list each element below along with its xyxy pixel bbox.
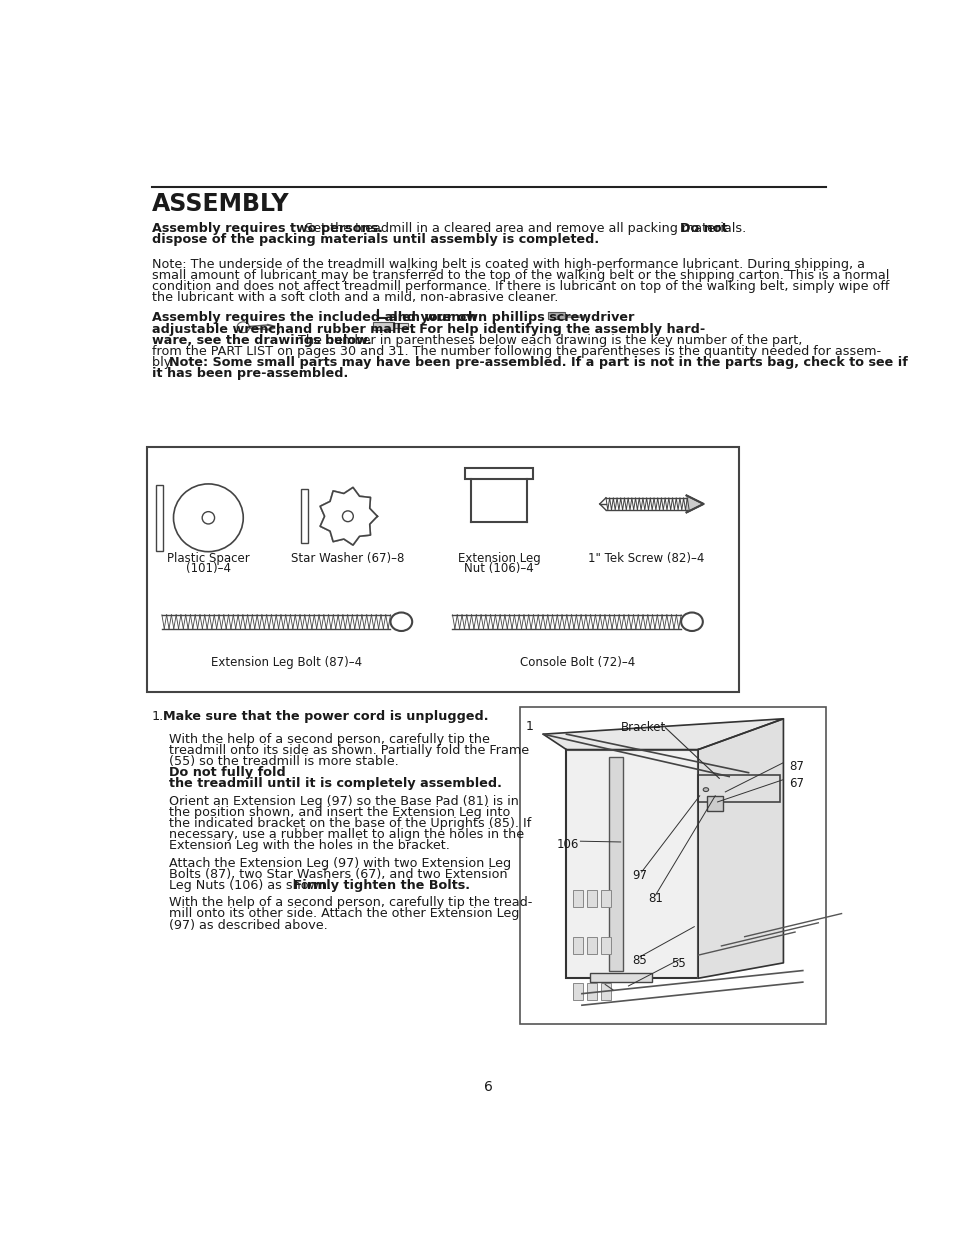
Text: , and rubber mallet: , and rubber mallet xyxy=(275,322,415,336)
Text: With the help of a second person, carefully tip the: With the help of a second person, carefu… xyxy=(169,732,489,746)
Bar xyxy=(572,983,583,1000)
Text: Do not fully fold: Do not fully fold xyxy=(169,766,285,779)
Text: the lubricant with a soft cloth and a mild, non-abrasive cleaner.: the lubricant with a soft cloth and a mi… xyxy=(152,291,558,304)
Text: 1.: 1. xyxy=(152,710,164,724)
Bar xyxy=(464,468,533,479)
Ellipse shape xyxy=(712,797,718,800)
Text: bly.: bly. xyxy=(152,356,177,369)
Bar xyxy=(608,757,622,971)
Text: . For help identifying the assembly hard-: . For help identifying the assembly hard… xyxy=(410,322,704,336)
Bar xyxy=(707,795,722,811)
Text: Assembly requires two persons.: Assembly requires two persons. xyxy=(152,222,382,235)
Text: (97) as described above.: (97) as described above. xyxy=(169,919,327,931)
Text: 106: 106 xyxy=(557,839,578,851)
Bar xyxy=(589,973,651,982)
Text: 1: 1 xyxy=(525,720,534,732)
Bar xyxy=(572,936,583,953)
Ellipse shape xyxy=(173,484,243,552)
Text: 97: 97 xyxy=(632,869,647,882)
Bar xyxy=(547,312,564,319)
Text: Make sure that the power cord is unplugged.: Make sure that the power cord is unplugg… xyxy=(163,710,488,724)
Text: ,: , xyxy=(583,311,588,325)
Bar xyxy=(599,890,611,908)
Bar xyxy=(155,485,163,551)
Text: (55) so the treadmill is more stable.: (55) so the treadmill is more stable. xyxy=(169,755,398,768)
Text: Plastic Spacer: Plastic Spacer xyxy=(167,552,250,566)
Text: dispose of the packing materials until assembly is completed.: dispose of the packing materials until a… xyxy=(152,233,598,246)
Text: (101)–4: (101)–4 xyxy=(186,562,231,574)
Bar xyxy=(147,447,739,692)
Ellipse shape xyxy=(342,511,353,521)
Ellipse shape xyxy=(702,788,708,792)
Text: Note: The underside of the treadmill walking belt is coated with high-performanc: Note: The underside of the treadmill wal… xyxy=(152,258,863,270)
Text: mill onto its other side. Attach the other Extension Leg: mill onto its other side. Attach the oth… xyxy=(169,908,518,920)
Text: Note: Some small parts may have been pre-assembled. If a part is not in the part: Note: Some small parts may have been pre… xyxy=(169,356,906,369)
Text: Set the treadmill in a cleared area and remove all packing materials.: Set the treadmill in a cleared area and … xyxy=(300,222,749,235)
Text: small amount of lubricant may be transferred to the top of the walking belt or t: small amount of lubricant may be transfe… xyxy=(152,269,888,282)
Text: Assembly requires the included allen wrench: Assembly requires the included allen wre… xyxy=(152,311,476,325)
Text: ASSEMBLY: ASSEMBLY xyxy=(152,193,289,216)
Text: from the PART LIST on pages 30 and 31. The number following the parentheses is t: from the PART LIST on pages 30 and 31. T… xyxy=(152,345,880,358)
Text: 85: 85 xyxy=(632,953,646,967)
Text: Star Washer (67)–8: Star Washer (67)–8 xyxy=(291,552,404,566)
Text: The number in parentheses below each drawing is the key number of the part,: The number in parentheses below each dra… xyxy=(294,333,801,347)
Polygon shape xyxy=(542,719,782,750)
Ellipse shape xyxy=(680,613,702,631)
Text: Bracket: Bracket xyxy=(620,721,665,734)
Ellipse shape xyxy=(390,613,412,631)
Text: it has been pre-assembled.: it has been pre-assembled. xyxy=(152,367,348,380)
Text: Leg Nuts (106) as shown.: Leg Nuts (106) as shown. xyxy=(169,879,331,892)
Bar xyxy=(394,324,408,329)
Polygon shape xyxy=(686,495,703,513)
Text: Do not: Do not xyxy=(679,222,727,235)
Text: ware, see the drawings below.: ware, see the drawings below. xyxy=(152,333,371,347)
Bar xyxy=(698,776,779,802)
Text: treadmill onto its side as shown. Partially fold the Frame: treadmill onto its side as shown. Partia… xyxy=(169,743,528,757)
Bar xyxy=(301,489,307,543)
Text: 6: 6 xyxy=(484,1079,493,1094)
Text: Nut (106)–4: Nut (106)–4 xyxy=(464,562,534,574)
Polygon shape xyxy=(320,488,377,545)
Text: necessary, use a rubber mallet to align the holes in the: necessary, use a rubber mallet to align … xyxy=(169,829,523,841)
Text: Orient an Extension Leg (97) so the Base Pad (81) is in: Orient an Extension Leg (97) so the Base… xyxy=(169,794,518,808)
Text: the treadmill until it is completely assembled.: the treadmill until it is completely ass… xyxy=(169,777,501,790)
Text: adjustable wrench: adjustable wrench xyxy=(152,322,285,336)
Bar xyxy=(519,708,825,1025)
Text: the indicated bracket on the base of the Uprights (85). If: the indicated bracket on the base of the… xyxy=(169,816,531,830)
Text: condition and does not affect treadmill performance. If there is lubricant on to: condition and does not affect treadmill … xyxy=(152,280,888,293)
Text: Extension Leg with the holes in the bracket.: Extension Leg with the holes in the brac… xyxy=(169,840,449,852)
Text: Extension Leg Bolt (87)–4: Extension Leg Bolt (87)–4 xyxy=(211,656,362,669)
Text: Console Bolt (72)–4: Console Bolt (72)–4 xyxy=(519,656,635,669)
Text: Firmly tighten the Bolts.: Firmly tighten the Bolts. xyxy=(289,879,470,892)
Bar xyxy=(586,983,597,1000)
Text: 1" Tek Screw (82)–4: 1" Tek Screw (82)–4 xyxy=(587,552,703,566)
Bar xyxy=(566,750,698,978)
Ellipse shape xyxy=(202,511,214,524)
Text: 55: 55 xyxy=(670,957,685,969)
Bar xyxy=(586,890,597,908)
Text: Bolts (87), two Star Washers (67), and two Extension: Bolts (87), two Star Washers (67), and t… xyxy=(169,868,507,881)
Bar xyxy=(572,890,583,908)
Text: Extension Leg: Extension Leg xyxy=(457,552,539,566)
Text: 87: 87 xyxy=(788,760,802,773)
Bar xyxy=(586,936,597,953)
Bar xyxy=(599,983,611,1000)
Text: 67: 67 xyxy=(788,777,803,789)
Text: With the help of a second person, carefully tip the tread-: With the help of a second person, carefu… xyxy=(169,897,532,909)
Bar xyxy=(599,936,611,953)
Text: and your own phillips screwdriver: and your own phillips screwdriver xyxy=(389,311,634,325)
Text: Attach the Extension Leg (97) with two Extension Leg: Attach the Extension Leg (97) with two E… xyxy=(169,857,511,869)
Text: 81: 81 xyxy=(647,892,662,905)
Bar xyxy=(373,322,394,330)
Polygon shape xyxy=(698,719,782,978)
Text: the position shown, and insert the Extension Leg into: the position shown, and insert the Exten… xyxy=(169,805,510,819)
